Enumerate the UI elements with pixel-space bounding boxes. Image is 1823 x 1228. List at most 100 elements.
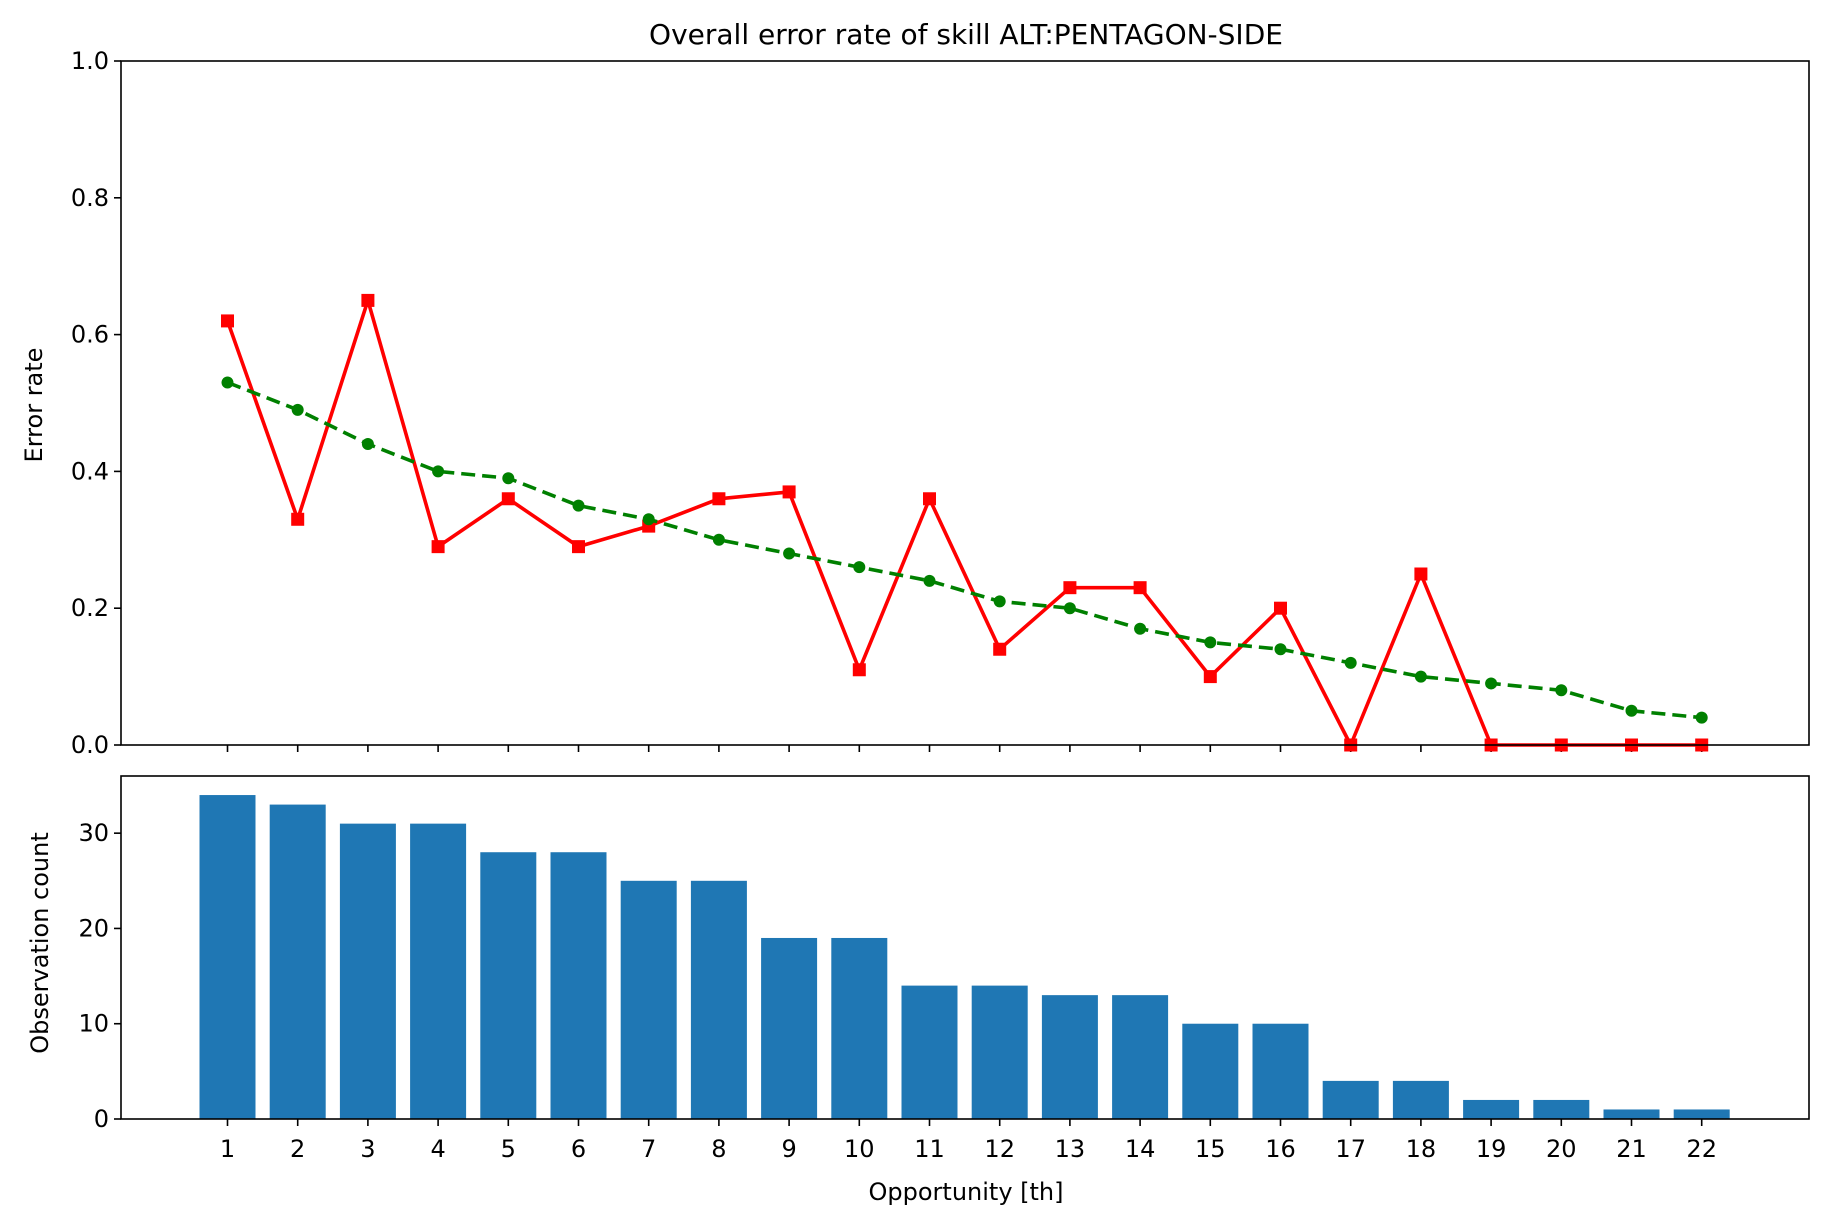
bar xyxy=(1252,1023,1309,1119)
x-tick-label: 18 xyxy=(1406,1135,1437,1163)
x-tick-label: 12 xyxy=(984,1135,1015,1163)
series-2-point xyxy=(712,533,725,546)
bar xyxy=(690,880,747,1119)
bar xyxy=(1041,995,1098,1119)
x-tick-label: 22 xyxy=(1686,1135,1717,1163)
x-tick-label: 9 xyxy=(781,1135,796,1163)
series-1-point xyxy=(431,540,445,554)
bar xyxy=(1673,1109,1730,1119)
x-tick-label: 21 xyxy=(1616,1135,1647,1163)
x-tick-label: 11 xyxy=(914,1135,945,1163)
series-1-point xyxy=(712,492,726,506)
bottom-y-tick-label: 10 xyxy=(78,1010,109,1038)
series-2-point xyxy=(1695,711,1708,724)
x-tick-label: 13 xyxy=(1055,1135,1086,1163)
top-y-tick-label: 0.0 xyxy=(71,731,109,759)
bar xyxy=(971,985,1028,1119)
series-2-point xyxy=(993,595,1006,608)
x-tick-label: 15 xyxy=(1195,1135,1226,1163)
series-2-point xyxy=(1485,677,1498,690)
top-plot-frame xyxy=(120,60,1810,746)
x-tick-label: 10 xyxy=(844,1135,875,1163)
bar xyxy=(199,795,256,1119)
series-2-point xyxy=(1274,643,1287,656)
series-1-point xyxy=(291,512,305,526)
bottom-y-tick-label: 30 xyxy=(78,819,109,847)
series-1-point xyxy=(221,314,234,328)
series-2-point xyxy=(432,465,445,478)
bar xyxy=(1322,1080,1379,1119)
series-1-point xyxy=(993,642,1007,656)
series-1-point xyxy=(1414,567,1428,581)
error-rate-panel: 0.0 0.2 0.4 0.6 0.8 1.0 xyxy=(71,47,1810,759)
bar xyxy=(1603,1109,1660,1119)
series-1-line xyxy=(225,298,1702,747)
series-2-point xyxy=(1555,684,1568,697)
bottom-y-tick-label: 0 xyxy=(94,1105,109,1133)
series-1-point xyxy=(1203,670,1217,684)
chart-title: Overall error rate of skill ALT:PENTAGON… xyxy=(649,18,1283,51)
bar xyxy=(1533,1099,1590,1119)
series-1-point xyxy=(782,485,796,499)
x-tick-label: 1 xyxy=(220,1135,235,1163)
x-tick-label: 8 xyxy=(711,1135,726,1163)
x-tick-label: 7 xyxy=(641,1135,656,1163)
series-1-point xyxy=(1063,581,1077,595)
bar xyxy=(761,937,818,1119)
bar xyxy=(831,937,888,1119)
series-1-point xyxy=(923,492,936,506)
bar xyxy=(480,852,537,1119)
series-2-line xyxy=(226,380,1702,720)
bar xyxy=(620,880,677,1119)
x-tick-label: 19 xyxy=(1476,1135,1507,1163)
bar xyxy=(901,985,958,1119)
series-2-point xyxy=(361,438,374,451)
series-2-point xyxy=(221,376,234,389)
series-1-point xyxy=(1133,581,1147,595)
bar xyxy=(1463,1099,1520,1119)
series-2-point xyxy=(1344,656,1357,669)
series-2-point xyxy=(572,499,585,512)
bottom-y-tick-label: 20 xyxy=(78,914,109,942)
series-2-point xyxy=(502,472,515,485)
series-1-point xyxy=(1274,601,1287,615)
series-2-point xyxy=(1414,670,1427,683)
bar xyxy=(550,852,607,1119)
bar xyxy=(1392,1080,1449,1119)
series-2-point xyxy=(1063,602,1076,615)
x-tick-label: 3 xyxy=(360,1135,375,1163)
top-y-tick-label: 0.2 xyxy=(71,594,109,622)
series-1-point xyxy=(501,492,515,506)
top-y-axis-label: Error rate xyxy=(20,348,48,463)
series-1-point xyxy=(572,540,585,554)
x-tick-label: 4 xyxy=(430,1135,445,1163)
x-tick-label: 20 xyxy=(1546,1135,1577,1163)
x-tick-label: 6 xyxy=(571,1135,586,1163)
series-2-point xyxy=(291,403,304,416)
series-2-point xyxy=(642,513,655,526)
bottom-y-axis-label: Observation count xyxy=(26,832,54,1053)
x-tick-label: 2 xyxy=(290,1135,305,1163)
bar xyxy=(1182,1023,1239,1119)
series-1-point xyxy=(852,663,866,677)
top-y-tick-label: 0.8 xyxy=(71,184,109,212)
top-y-tick-label: 1.0 xyxy=(71,47,109,75)
series-1-point xyxy=(361,293,375,307)
series-2-point xyxy=(1134,622,1147,635)
series-2-point xyxy=(1204,636,1217,649)
series-2-point xyxy=(923,574,936,587)
x-axis-label: Opportunity [th] xyxy=(869,1178,1064,1206)
bottom-plot-frame xyxy=(120,775,1810,1120)
x-tick-label: 5 xyxy=(501,1135,516,1163)
bar xyxy=(1112,995,1169,1119)
bar xyxy=(269,804,326,1119)
x-tick-label: 17 xyxy=(1335,1135,1366,1163)
top-y-tick-label: 0.6 xyxy=(71,321,109,349)
bar xyxy=(410,823,467,1119)
series-2-point xyxy=(783,547,796,560)
bar xyxy=(339,823,396,1119)
series-2-point xyxy=(853,561,866,574)
series-2-point xyxy=(1625,704,1638,717)
x-tick-label: 16 xyxy=(1265,1135,1296,1163)
